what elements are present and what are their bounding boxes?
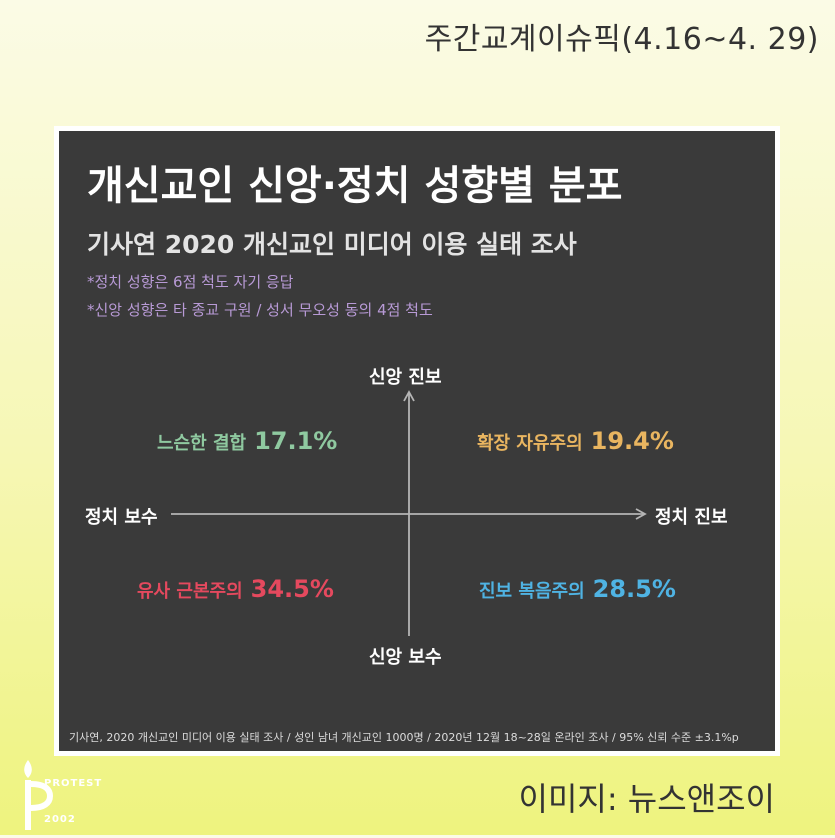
quadrant-name: 진보 복음주의 [479,581,585,602]
quadrant-bottom-left: 유사 근본주의 34.5% [137,575,334,603]
axis-label-y-top: 신앙 진보 [369,367,442,388]
quadrant-value: 17.1% [254,427,338,455]
quadrant-bottom-right: 진보 복음주의 28.5% [479,575,676,603]
quadrant-name: 유사 근본주의 [137,581,243,602]
quadrant-name: 느슨한 결합 [157,433,247,454]
logo-text: 2002 [44,814,76,825]
quadrant-value: 34.5% [250,575,334,603]
axis-label-x-left: 정치 보수 [85,507,158,528]
quadrant-name: 확장 자유주의 [477,433,583,454]
quadrant-value: 19.4% [590,427,674,455]
chart-title: 개신교인 신앙·정치 성향별 분포 [87,163,623,209]
chart-card: 개신교인 신앙·정치 성향별 분포 기사연 2020 개신교인 미디어 이용 실… [54,126,780,756]
quadrant-top-right: 확장 자유주의 19.4% [477,427,674,455]
chart-note: *정치 성향은 6점 척도 자기 응답 [87,273,294,291]
image-credit: 이미지: 뉴스앤조이 [518,780,775,818]
axes [171,390,647,636]
quadrant-top-left: 느슨한 결합 17.1% [157,427,337,455]
torch-icon [24,760,54,830]
quadrant-value: 28.5% [592,575,676,603]
protest-logo: PROTEST 2002 [6,756,101,834]
chart-subtitle: 기사연 2020 개신교인 미디어 이용 실태 조사 [87,230,577,259]
axis-label-y-bottom: 신앙 보수 [369,647,442,668]
source-footnote: 기사연, 2020 개신교인 미디어 이용 실태 조사 / 성인 남녀 개신교인… [69,731,739,744]
chart-note: *신앙 성향은 타 종교 구원 / 성서 무오성 동의 4점 척도 [87,301,433,319]
logo-text: PROTEST [44,778,103,789]
axis-label-x-right: 정치 진보 [655,507,728,528]
page-title: 주간교계이슈픽(4.16~4. 29) [424,22,819,57]
